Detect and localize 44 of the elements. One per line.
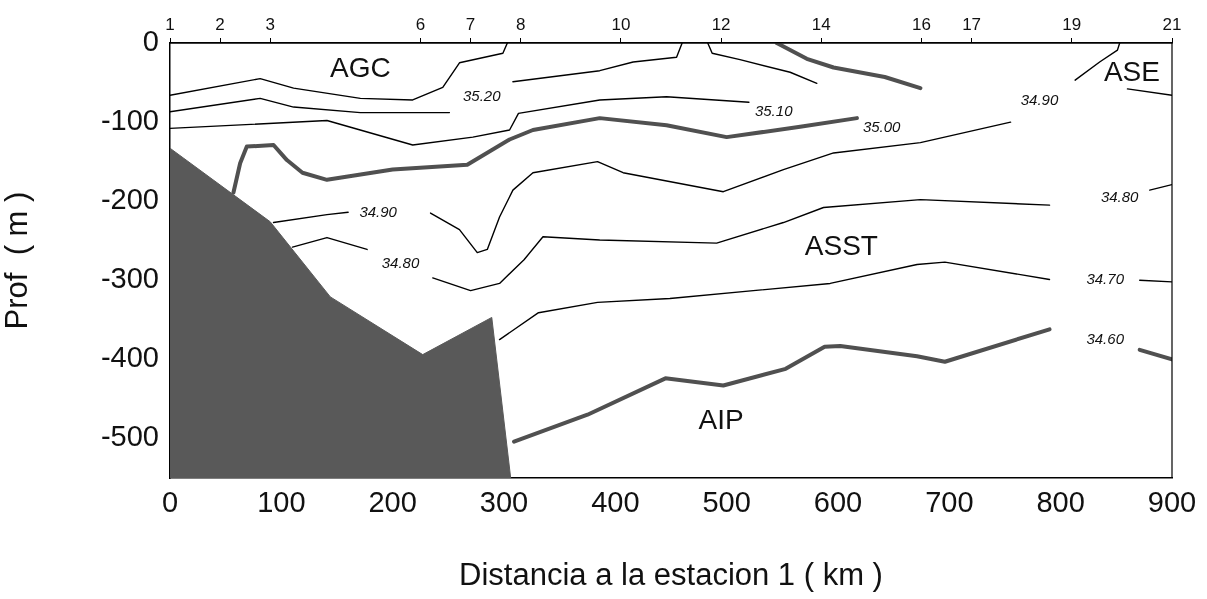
series-label: 35.20 <box>462 87 502 105</box>
x2-tick-label: 8 <box>515 15 526 35</box>
x2-tick-label: 12 <box>711 15 731 35</box>
x2-tick-label: 19 <box>1062 15 1082 35</box>
x2-tick-label: 3 <box>265 15 275 35</box>
x-tick-label: 200 <box>368 486 417 519</box>
x2-tick-label: 2 <box>215 15 225 35</box>
x-tick-label: 700 <box>925 486 974 519</box>
x2-tick-label: 14 <box>811 15 831 35</box>
y-tick-label: -500 <box>100 420 159 453</box>
y-tick-label: -100 <box>100 104 159 137</box>
annotation: AIP <box>698 404 744 436</box>
y-tick-label: -200 <box>100 183 159 216</box>
text: 34.80 <box>381 253 420 271</box>
series-label: 35.10 <box>754 102 794 120</box>
x2-tick-label: 6 <box>415 15 426 35</box>
x-tick-label: 900 <box>1147 486 1197 519</box>
x2-tick-label: 17 <box>962 15 982 35</box>
y-tick-label: -300 <box>100 262 159 295</box>
series-label: 34.90 <box>359 202 398 220</box>
x-tick-label: 500 <box>702 486 751 519</box>
series-label: 34.70 <box>1086 270 1125 288</box>
x-tick-label: 100 <box>257 486 306 519</box>
x2-tick-label: 21 <box>1162 15 1182 35</box>
x-tick-label: 800 <box>1036 486 1085 519</box>
text: 34.90 <box>1020 91 1059 109</box>
y-tick-label: 0 <box>142 25 159 57</box>
annotation: AGC <box>330 51 391 83</box>
y-tick-label: -400 <box>100 341 159 374</box>
x-tick-label: 400 <box>591 486 640 519</box>
x2-tick-label: 7 <box>465 15 476 35</box>
x-tick-label: 0 <box>161 486 179 519</box>
x-tick-label: 600 <box>813 486 863 519</box>
x-axis-title: Distancia a la estacion 1 ( km ) <box>459 556 883 592</box>
x2-tick-label: 1 <box>165 15 175 35</box>
series-label: 34.80 <box>1100 187 1140 205</box>
x2-tick-label: 10 <box>611 15 631 35</box>
series-label: 34.60 <box>1086 329 1125 347</box>
series-label: 35.00 <box>862 118 902 136</box>
annotation: ASE <box>1103 56 1160 88</box>
annotation: ASST <box>804 230 878 262</box>
x2-tick-label: 16 <box>912 15 931 35</box>
y-axis-title: Prof ( m ) <box>0 191 35 330</box>
x-tick-label: 300 <box>479 486 529 519</box>
